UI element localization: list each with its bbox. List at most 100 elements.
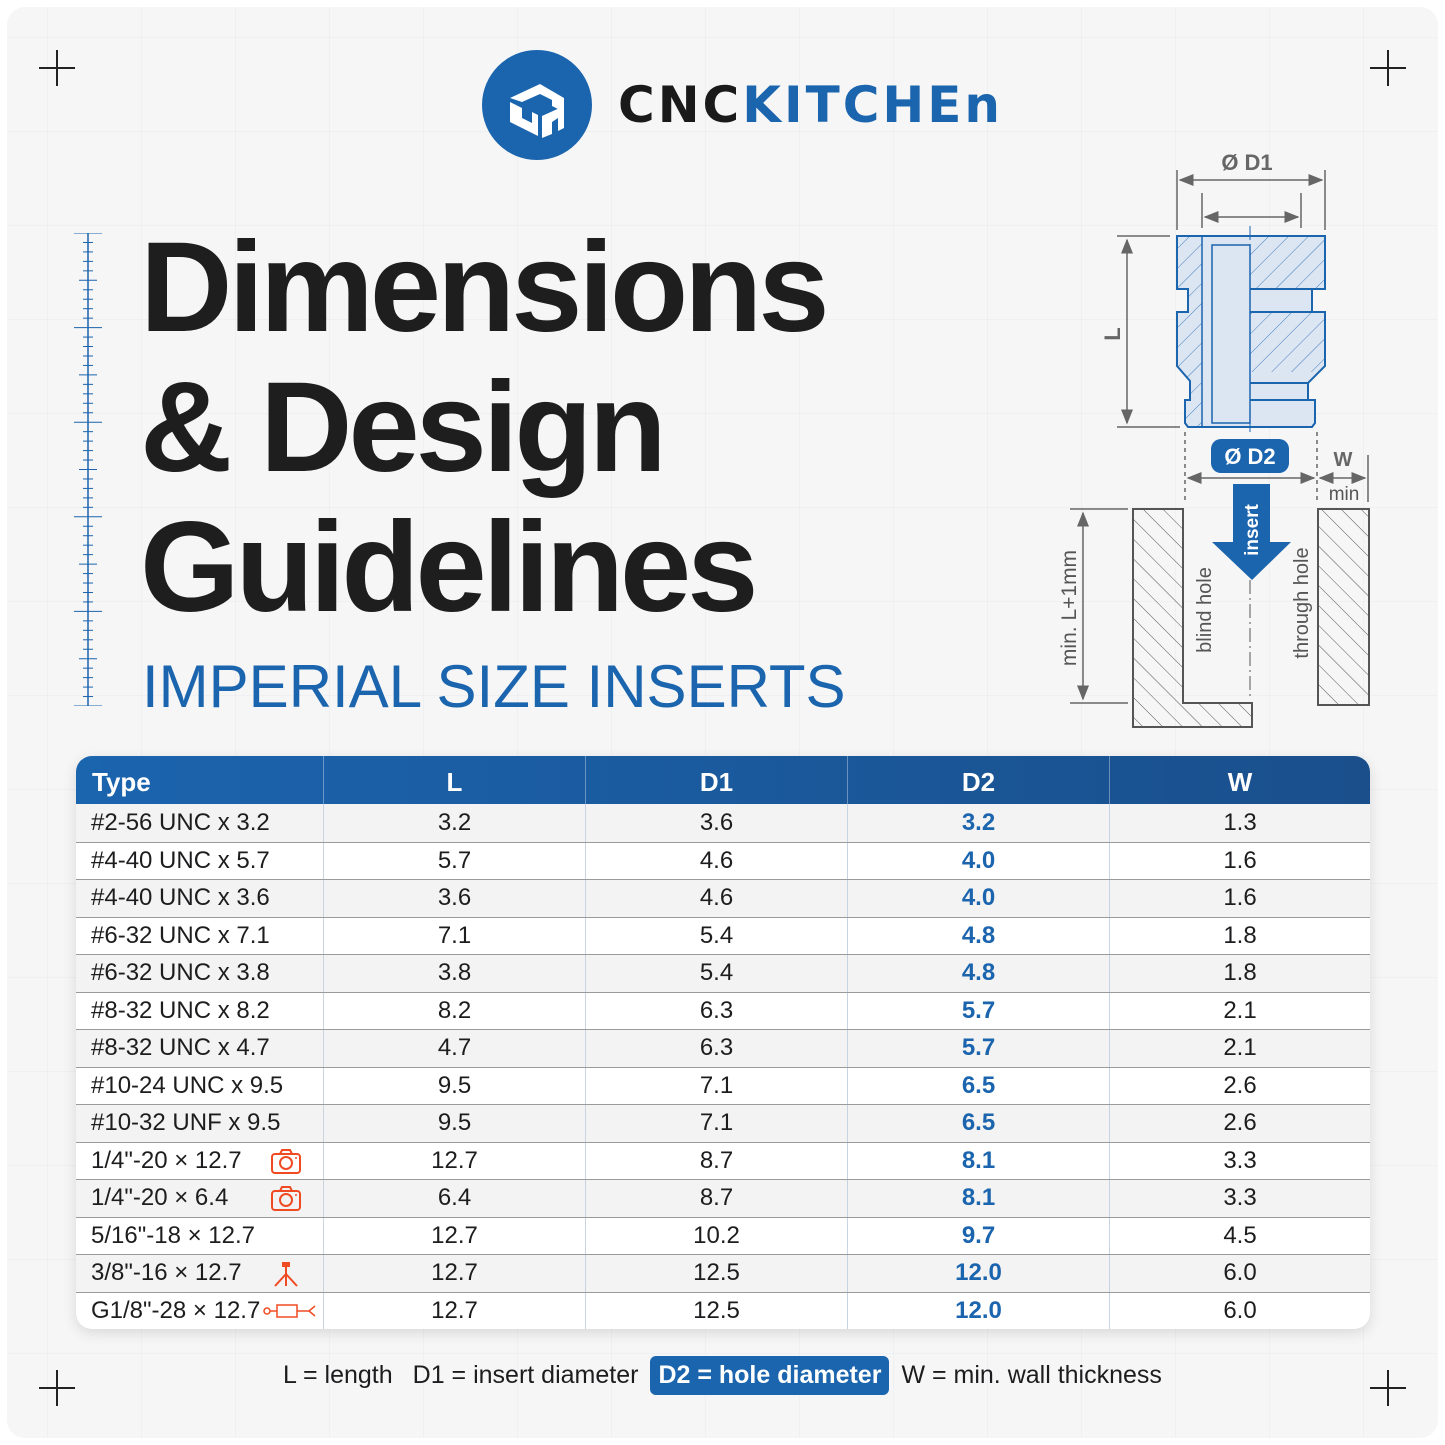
page-subtitle: IMPERIAL SIZE INSERTS <box>142 653 846 720</box>
cell-l: 8.2 <box>323 992 585 1029</box>
cell-d1: 3.6 <box>585 804 847 842</box>
cell-l: 6.4 <box>323 1180 585 1217</box>
cell-type: 1/4"-20 × 6.4 <box>76 1180 323 1217</box>
table-row: #10-24 UNC x 9.5 9.5 7.1 6.5 2.6 <box>76 1066 1370 1104</box>
title-line: Dimensions <box>140 216 829 359</box>
brand-name-cnc: CNC <box>618 76 743 134</box>
cell-l: 12.7 <box>323 1142 585 1179</box>
valve-fitting-icon <box>263 1297 317 1325</box>
cell-l: 4.7 <box>323 1030 585 1067</box>
cell-w: 2.1 <box>1109 1030 1370 1067</box>
cell-d1: 8.7 <box>585 1142 847 1179</box>
legend-d1: D1 = insert diameter <box>412 1361 639 1389</box>
cell-w: 2.6 <box>1109 1067 1370 1104</box>
legend-l: L = length <box>283 1361 393 1389</box>
header-d2: D2 <box>847 756 1109 804</box>
cell-d2: 8.1 <box>847 1142 1109 1179</box>
d2-pill <box>1211 439 1289 473</box>
table-row: #8-32 UNC x 4.7 4.7 6.3 5.7 2.1 <box>76 1029 1370 1067</box>
cell-d1: 6.3 <box>585 1030 847 1067</box>
cell-w: 1.6 <box>1109 880 1370 917</box>
brand-wordmark: CNCKITCHEn <box>618 80 1003 130</box>
ruler-decoration <box>74 233 102 706</box>
depth-label: min. L+1mm <box>1058 550 1081 666</box>
camera-icon <box>269 1147 303 1175</box>
crosshair-mark <box>39 50 75 86</box>
cell-d1: 5.4 <box>585 917 847 954</box>
title-line: Guidelines <box>140 496 758 639</box>
cell-d2: 4.8 <box>847 955 1109 992</box>
legend: L = length D1 = insert diameter D2 = hol… <box>0 1356 1445 1395</box>
page-title: Dimensions & Design Guidelines <box>140 216 829 639</box>
w-min-label: min <box>1329 484 1360 505</box>
cell-d2: 4.8 <box>847 917 1109 954</box>
cell-d1: 12.5 <box>585 1255 847 1292</box>
cell-l: 3.2 <box>323 804 585 842</box>
legend-d2: D2 = hole diameter <box>650 1356 890 1395</box>
cell-l: 12.7 <box>323 1292 585 1329</box>
cell-d2: 8.1 <box>847 1180 1109 1217</box>
title-line: & Design <box>140 356 667 499</box>
table-row: G1/8"-28 × 12.7 12.7 12.5 12.0 6.0 <box>76 1291 1370 1330</box>
w-label: W <box>1334 449 1353 471</box>
cell-l: 12.7 <box>323 1217 585 1254</box>
cell-d1: 8.7 <box>585 1180 847 1217</box>
cell-type: 3/8"-16 × 12.7 <box>76 1255 323 1292</box>
brand-name-kitchen: KITCHEn <box>742 76 1003 134</box>
cell-d2: 4.0 <box>847 880 1109 917</box>
cell-type: #4-40 UNC x 5.7 <box>91 846 270 874</box>
cell-w: 4.5 <box>1109 1217 1370 1254</box>
cell-w: 6.0 <box>1109 1255 1370 1292</box>
table-row: 1/4"-20 × 6.4 6.4 8.7 8.1 3.3 <box>76 1179 1370 1217</box>
table-row: #4-40 UNC x 5.7 5.7 4.6 4.0 1.6 <box>76 841 1370 879</box>
cell-l: 9.5 <box>323 1067 585 1104</box>
cell-d1: 7.1 <box>585 1105 847 1142</box>
insert-diagram: insert Ø D1 Ø D2 L W min min. L+1mm blin… <box>1058 150 1370 728</box>
cell-type: #8-32 UNC x 4.7 <box>91 1034 270 1062</box>
insert-arrow: insert <box>1212 484 1291 580</box>
table-row: #2-56 UNC x 3.2 3.2 3.6 3.2 1.3 <box>76 804 1370 842</box>
cell-l: 9.5 <box>323 1105 585 1142</box>
cell-w: 3.3 <box>1109 1180 1370 1217</box>
d2-label: Ø D2 <box>1224 444 1275 469</box>
cell-l: 3.6 <box>323 880 585 917</box>
crosshair-mark <box>1370 50 1406 86</box>
cell-d2: 6.5 <box>847 1067 1109 1104</box>
cell-l: 7.1 <box>323 917 585 954</box>
cell-d2: 3.2 <box>847 804 1109 842</box>
cell-w: 1.6 <box>1109 842 1370 879</box>
header-l: L <box>323 756 585 804</box>
cell-type: #10-32 UNF x 9.5 <box>91 1109 281 1137</box>
cell-type: 5/16"-18 × 12.7 <box>91 1221 255 1249</box>
cell-d1: 7.1 <box>585 1067 847 1104</box>
cell-d2: 12.0 <box>847 1292 1109 1329</box>
table-row: 5/16"-18 × 12.7 12.7 10.2 9.7 4.5 <box>76 1216 1370 1254</box>
hole-section <box>1132 508 1370 728</box>
cell-l: 3.8 <box>323 955 585 992</box>
cell-d1: 5.4 <box>585 955 847 992</box>
cell-w: 1.8 <box>1109 917 1370 954</box>
cell-d2: 6.5 <box>847 1105 1109 1142</box>
cell-l: 12.7 <box>323 1255 585 1292</box>
cell-w: 2.1 <box>1109 992 1370 1029</box>
cell-w: 1.3 <box>1109 804 1370 842</box>
cell-w: 1.8 <box>1109 955 1370 992</box>
cell-type: #6-32 UNC x 7.1 <box>91 921 270 949</box>
header-type: Type <box>92 766 151 797</box>
cell-type: #6-32 UNC x 3.8 <box>91 959 270 987</box>
insert-cross-section <box>1176 226 1326 436</box>
table-row: 1/4"-20 × 12.7 12.7 8.7 8.1 3.3 <box>76 1141 1370 1179</box>
legend-w: W = min. wall thickness <box>901 1361 1162 1389</box>
tripod-icon <box>269 1259 303 1287</box>
table-row: #4-40 UNC x 3.6 3.6 4.6 4.0 1.6 <box>76 879 1370 917</box>
table-row: 3/8"-16 × 12.7 12.7 12.5 12.0 6.0 <box>76 1254 1370 1292</box>
header-d1: D1 <box>585 756 847 804</box>
cell-type: G1/8"-28 × 12.7 <box>76 1293 323 1330</box>
table-row: #10-32 UNF x 9.5 9.5 7.1 6.5 2.6 <box>76 1104 1370 1142</box>
crosshair-mark <box>1370 1370 1406 1406</box>
cell-d2: 12.0 <box>847 1255 1109 1292</box>
cell-w: 2.6 <box>1109 1105 1370 1142</box>
table-row: #8-32 UNC x 8.2 8.2 6.3 5.7 2.1 <box>76 991 1370 1029</box>
header-w: W <box>1109 756 1370 804</box>
cell-d1: 4.6 <box>585 842 847 879</box>
